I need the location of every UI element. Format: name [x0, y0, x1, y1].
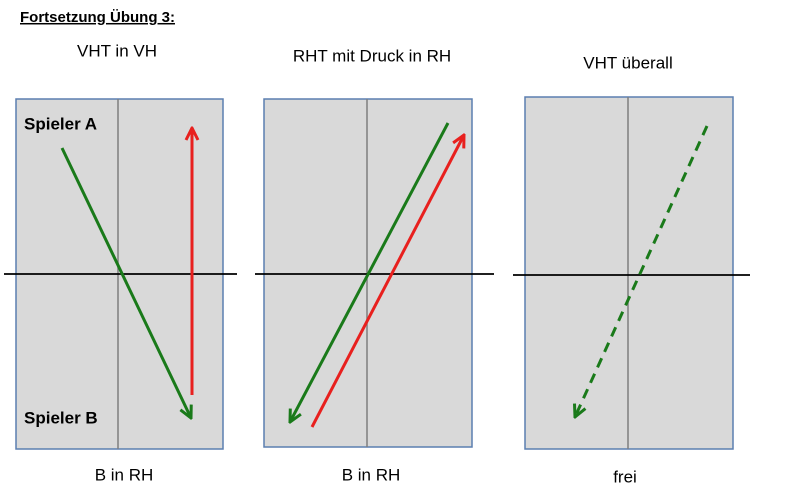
page-title: Fortsetzung Übung 3:: [20, 9, 175, 26]
field: [524, 96, 734, 450]
arrow: [290, 122, 450, 422]
panel-footer: B in RH: [95, 465, 154, 484]
panel-title: RHT mit Druck in RH: [293, 46, 451, 65]
panel-footer: frei: [613, 467, 637, 486]
player-label: Spieler B: [24, 408, 98, 427]
player-label: Spieler A: [24, 114, 97, 133]
arrow: [575, 125, 709, 417]
panel-title: VHT in VH: [77, 41, 157, 60]
panel-footer: B in RH: [342, 465, 401, 484]
panel-title: VHT überall: [583, 53, 672, 72]
arrow: [60, 147, 191, 418]
arrow: [310, 135, 464, 428]
